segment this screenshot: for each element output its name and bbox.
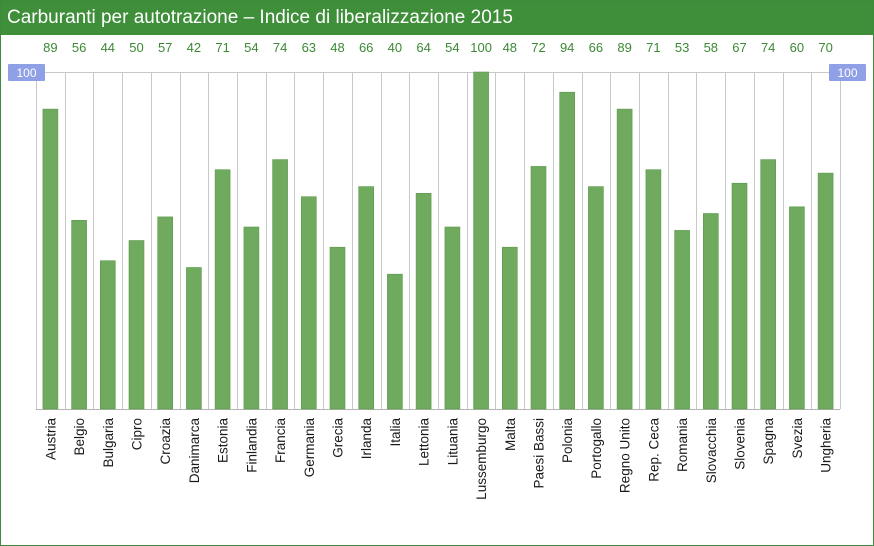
bar-regno-unito: [616, 108, 633, 410]
bar-lettonia: [415, 193, 432, 410]
value-label: 67: [732, 40, 746, 55]
value-label: 44: [101, 40, 115, 55]
category-label: Paesi Bassi: [532, 418, 547, 489]
value-label: 48: [503, 40, 517, 55]
reference-box-left: [8, 64, 45, 81]
reference-label-left: 100: [16, 66, 36, 80]
bar-portogallo: [588, 186, 604, 410]
category-label: Irlanda: [359, 418, 374, 460]
category-label: Bulgaria: [101, 418, 116, 468]
category-label: Slovacchia: [704, 418, 719, 484]
category-label: Lituania: [445, 418, 460, 466]
value-label: 100: [470, 40, 492, 55]
value-label: 94: [560, 40, 574, 55]
bar-paesi-bassi: [530, 166, 547, 410]
bar-bulgaria: [100, 260, 116, 410]
category-label: Francia: [273, 418, 288, 464]
category-label: Spagna: [761, 418, 776, 465]
bar-germania: [300, 196, 317, 410]
bar-lituania: [444, 226, 461, 410]
bar-francia: [272, 159, 288, 410]
category-label: Lussemburgo: [474, 418, 489, 500]
value-label: 40: [388, 40, 402, 55]
value-label: 50: [129, 40, 143, 55]
category-label: Polonia: [560, 418, 575, 464]
bar-estonia: [214, 169, 231, 410]
title-bar: Carburanti per autotrazione – Indice di …: [1, 1, 873, 35]
value-label: 63: [302, 40, 316, 55]
bar-romania: [674, 230, 690, 410]
category-label: Italia: [388, 418, 403, 447]
bar-italia: [387, 273, 403, 410]
bar-grecia: [329, 246, 346, 410]
value-label: 58: [704, 40, 718, 55]
bar-irlanda: [358, 186, 375, 410]
value-label: 56: [72, 40, 86, 55]
value-label: 71: [215, 40, 229, 55]
value-label: 57: [158, 40, 172, 55]
value-label: 54: [445, 40, 459, 55]
category-label: Danimarca: [187, 418, 202, 484]
category-label: Ungheria: [819, 418, 834, 473]
chart-title: Carburanti per autotrazione – Indice di …: [7, 7, 513, 28]
value-label: 48: [330, 40, 344, 55]
bar-spagna: [760, 159, 777, 410]
value-label: 64: [416, 40, 430, 55]
value-label: 72: [531, 40, 545, 55]
bar-finlandia: [243, 226, 260, 410]
reference-box-right: [829, 64, 866, 81]
bar-belgio: [71, 220, 87, 410]
category-label: Belgio: [72, 418, 87, 456]
category-label: Slovenia: [733, 418, 748, 470]
category-labels: Austria Belgio Bulgaria Cipro Croazia Danimar…: [43, 418, 833, 500]
value-label: 60: [790, 40, 804, 55]
bar-svezia: [789, 206, 805, 410]
value-label: 54: [244, 40, 258, 55]
reference-markers: 100 100: [8, 64, 866, 81]
bar-croazia: [157, 216, 173, 410]
category-label: Svezia: [790, 418, 805, 459]
category-label: Rep. Ceca: [646, 418, 661, 482]
bar-slovenia: [731, 182, 748, 410]
bar-danimarca: [186, 267, 202, 410]
category-label: Malta: [503, 418, 518, 452]
value-label: 53: [675, 40, 689, 55]
value-label: 42: [187, 40, 201, 55]
bar-lussemburgo: [473, 71, 489, 410]
value-label: 89: [43, 40, 57, 55]
value-label: 89: [617, 40, 631, 55]
value-label: 66: [359, 40, 373, 55]
gridlines: [36, 72, 841, 410]
bar-rep-ceca: [645, 169, 662, 410]
category-label: Romania: [675, 418, 690, 473]
category-label: Cipro: [130, 418, 145, 450]
category-label: Austria: [43, 418, 58, 461]
bar-slovacchia: [702, 213, 719, 410]
category-label: Grecia: [331, 418, 346, 458]
bar-malta: [501, 246, 518, 410]
bars: [42, 71, 834, 410]
category-label: Finlandia: [244, 418, 259, 473]
category-label: Lettonia: [417, 418, 432, 467]
category-label: Croazia: [158, 418, 173, 465]
category-label: Portogallo: [589, 418, 604, 479]
value-label: 71: [646, 40, 660, 55]
value-label: 70: [818, 40, 832, 55]
value-label: 74: [761, 40, 775, 55]
category-label: Regno Unito: [618, 418, 633, 493]
value-label: 74: [273, 40, 287, 55]
bar-cipro: [128, 240, 145, 410]
value-label: 66: [589, 40, 603, 55]
category-label: Germania: [302, 418, 317, 478]
bar-ungheria: [817, 172, 834, 410]
value-labels: 89 56 44 50 57 42 71 54 74 63 48 66 40 64 54 100 48 72 94 6…: [43, 40, 833, 55]
bar-polonia: [559, 91, 576, 410]
reference-label-right: 100: [837, 66, 857, 80]
bar-austria: [42, 108, 59, 410]
category-label: Estonia: [216, 418, 231, 464]
